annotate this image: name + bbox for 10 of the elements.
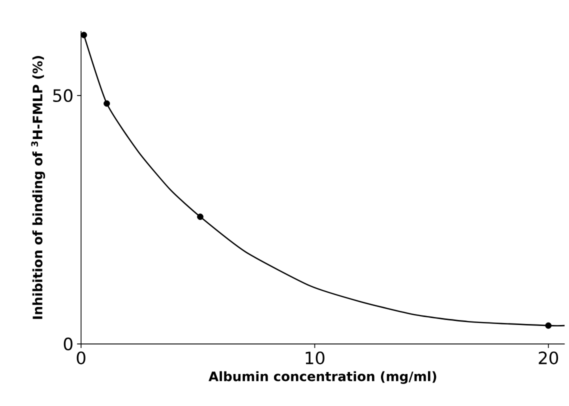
y-tick-label: 50 [53, 89, 72, 102]
point [197, 214, 204, 220]
x-axis-title: Albumin concentration (mg/ml) [208, 371, 436, 384]
point [545, 322, 552, 329]
point [104, 100, 110, 107]
y-axis-title: Inhibition of binding of $^{3}$H-FMLP (%) [31, 56, 46, 319]
x-tick-label: 20 [538, 351, 558, 364]
point [80, 32, 88, 38]
x-tick-label: 10 [306, 351, 324, 364]
x-tick-label: 0 [76, 351, 86, 364]
